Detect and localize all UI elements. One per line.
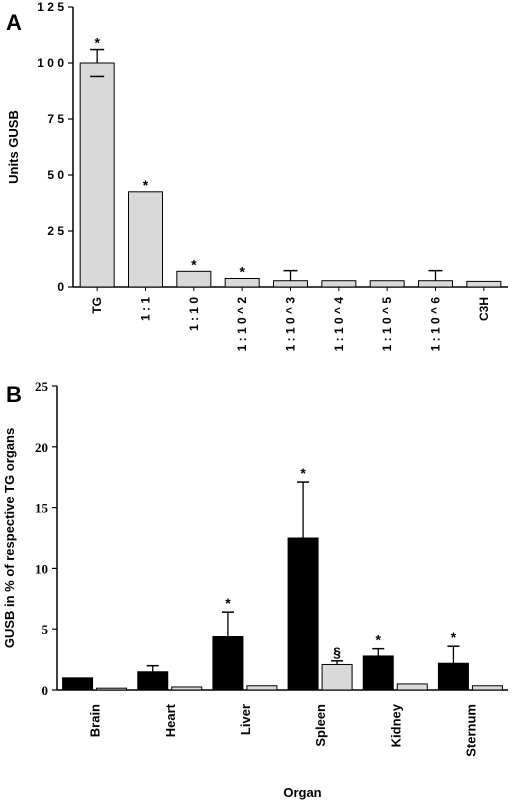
bar-light <box>96 687 128 691</box>
y-tick-label: 0 <box>57 280 64 294</box>
x-tick-label: 1 : 1 0 ^ 3 <box>284 297 298 352</box>
x-tick-label: Sternum <box>463 704 478 757</box>
bar <box>418 280 453 288</box>
y-tick-label: 0 <box>42 683 49 698</box>
x-tick-label: 1 : 1 0 <box>187 297 201 331</box>
y-tick-label: 20 <box>35 440 48 455</box>
panel-label-a: A <box>6 10 22 35</box>
significance-marker: * <box>376 632 382 648</box>
y-tick-label: 7 5 <box>47 112 64 126</box>
panel-label-b: B <box>6 382 22 407</box>
panel-b: B 0 5 10 15 20 25 GUSB in % of respective TG or… <box>2 379 508 800</box>
significance-marker: * <box>225 595 231 611</box>
x-tick-label: 1 : 1 0 ^ 4 <box>332 297 346 352</box>
y-tick-label: 25 <box>35 379 49 394</box>
bar-light <box>246 685 278 691</box>
significance-marker: * <box>451 629 457 645</box>
x-tick-label: 1 : 1 0 ^ 2 <box>235 297 249 352</box>
bar <box>224 277 260 288</box>
y-tick-label: 5 0 <box>47 168 64 182</box>
y-tick-label: 10 <box>35 561 48 576</box>
x-tick-label: Liver <box>238 704 253 735</box>
x-tick-label: TG <box>90 297 104 314</box>
significance-marker: * <box>300 465 306 481</box>
bar-dark <box>137 671 169 691</box>
y-tick-label: 15 <box>35 501 49 516</box>
bar-dark <box>287 537 319 691</box>
bar-dark <box>362 655 394 691</box>
bar-dark <box>437 662 469 691</box>
x-tick-label: Heart <box>163 703 178 737</box>
y-tick-label: 2 5 <box>47 224 64 238</box>
bar <box>273 280 308 288</box>
bar <box>128 191 163 288</box>
bar-light <box>396 683 428 691</box>
x-tick-label: Spleen <box>313 704 328 747</box>
bar <box>176 270 212 288</box>
significance-marker: § <box>333 644 341 660</box>
x-tick-label: 1 : 1 <box>139 297 153 321</box>
x-tick-label: Brain <box>88 704 103 737</box>
panel-a: A 0 2 5 5 0 7 5 1 0 0 1 2 5 Units GUSB * TG * 1 : 1… <box>6 0 508 351</box>
y-axis-title: GUSB in % of respective TG organs <box>2 428 17 648</box>
bar-light <box>321 663 353 691</box>
bar <box>79 62 115 288</box>
x-axis-title: Organ <box>283 785 321 800</box>
significance-marker: * <box>239 263 245 279</box>
significance-marker: * <box>94 35 100 51</box>
bar <box>369 280 405 288</box>
significance-marker: * <box>191 256 197 272</box>
x-tick-label: 1 : 1 0 ^ 6 <box>429 297 443 352</box>
y-axis-title: Units GUSB <box>6 110 21 184</box>
significance-marker: * <box>143 177 149 193</box>
bar-dark <box>62 677 94 691</box>
bar-light <box>171 686 203 691</box>
y-tick-label: 5 <box>42 622 49 637</box>
bar-dark <box>212 635 244 691</box>
x-tick-label: Kidney <box>388 703 403 747</box>
y-tick-label: 1 0 0 <box>37 56 64 70</box>
bar <box>466 280 502 288</box>
bar <box>321 280 357 288</box>
bar-light <box>471 685 503 691</box>
x-tick-label: 1 : 1 0 ^ 5 <box>380 297 394 352</box>
x-tick-label: C3H <box>477 297 491 321</box>
y-tick-label: 1 2 5 <box>37 0 64 14</box>
